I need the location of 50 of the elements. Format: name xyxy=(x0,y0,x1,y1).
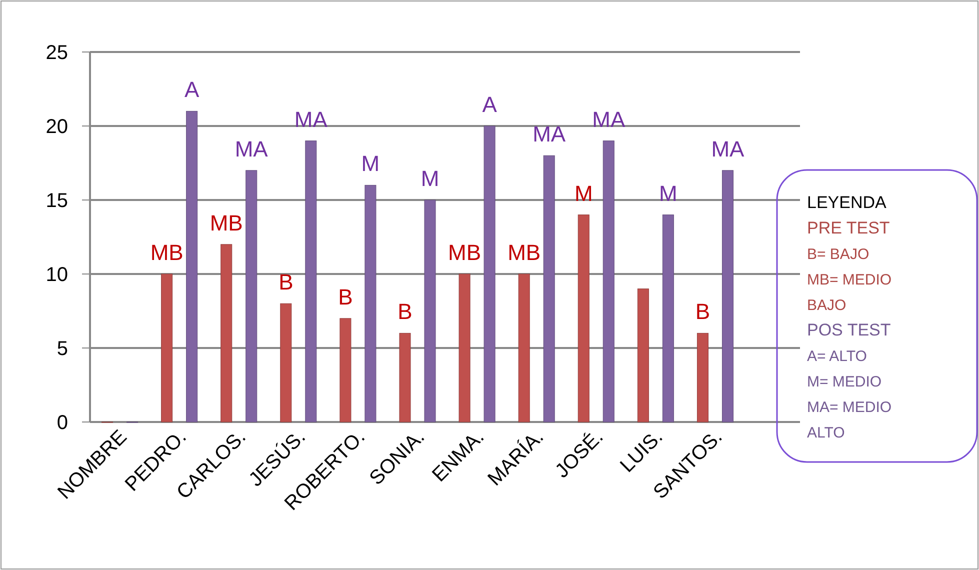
data-label: MB xyxy=(150,240,184,265)
bar xyxy=(246,170,258,422)
bar xyxy=(484,126,496,422)
data-label: MB xyxy=(210,210,243,236)
bar xyxy=(722,170,734,422)
bar xyxy=(424,200,436,422)
y-tick-label: 20 xyxy=(46,116,68,138)
data-label: MA xyxy=(532,122,566,147)
text: M= MEDIO xyxy=(807,374,882,390)
bar xyxy=(696,332,708,422)
data-label: B xyxy=(695,299,710,324)
bar xyxy=(220,244,232,422)
y-tick-label: 10 xyxy=(46,264,68,286)
text: B= BAJO xyxy=(807,246,870,263)
data-label: A xyxy=(184,77,200,102)
text: PRE TEST xyxy=(807,218,890,238)
bar xyxy=(399,332,411,422)
text: MB= MEDIO BAJO xyxy=(807,272,892,314)
data-label: A xyxy=(482,92,498,117)
text: POS TEST xyxy=(807,320,891,340)
bar xyxy=(662,214,674,422)
data-label: MA xyxy=(234,136,268,162)
bar xyxy=(578,214,590,422)
bar xyxy=(543,155,555,422)
bar xyxy=(364,184,376,422)
data-label: M xyxy=(361,151,380,176)
bar xyxy=(161,274,173,422)
bar xyxy=(637,288,649,422)
data-label: MB xyxy=(508,240,541,265)
legend-title: LEYENDA xyxy=(807,193,888,212)
bar xyxy=(280,303,292,422)
y-tick-label: 25 xyxy=(46,42,68,64)
data-label: B xyxy=(278,270,294,295)
data-label: MB xyxy=(448,240,482,265)
data-label: MA xyxy=(711,136,745,162)
data-label: B xyxy=(398,299,412,324)
bar xyxy=(340,318,352,422)
text: MA= MEDIO ALTO xyxy=(807,399,892,442)
bar xyxy=(186,110,198,422)
bar xyxy=(518,274,530,422)
data-label: M xyxy=(574,180,593,206)
text: A= ALTO xyxy=(807,348,867,365)
bar xyxy=(602,140,614,422)
y-tick-label: 15 xyxy=(46,190,68,212)
bar xyxy=(458,274,470,422)
y-tick-label: 0 xyxy=(56,412,68,434)
y-tick-label: 5 xyxy=(56,338,68,360)
data-label: M xyxy=(420,166,440,191)
data-label: B xyxy=(338,284,353,310)
bar xyxy=(305,140,317,422)
